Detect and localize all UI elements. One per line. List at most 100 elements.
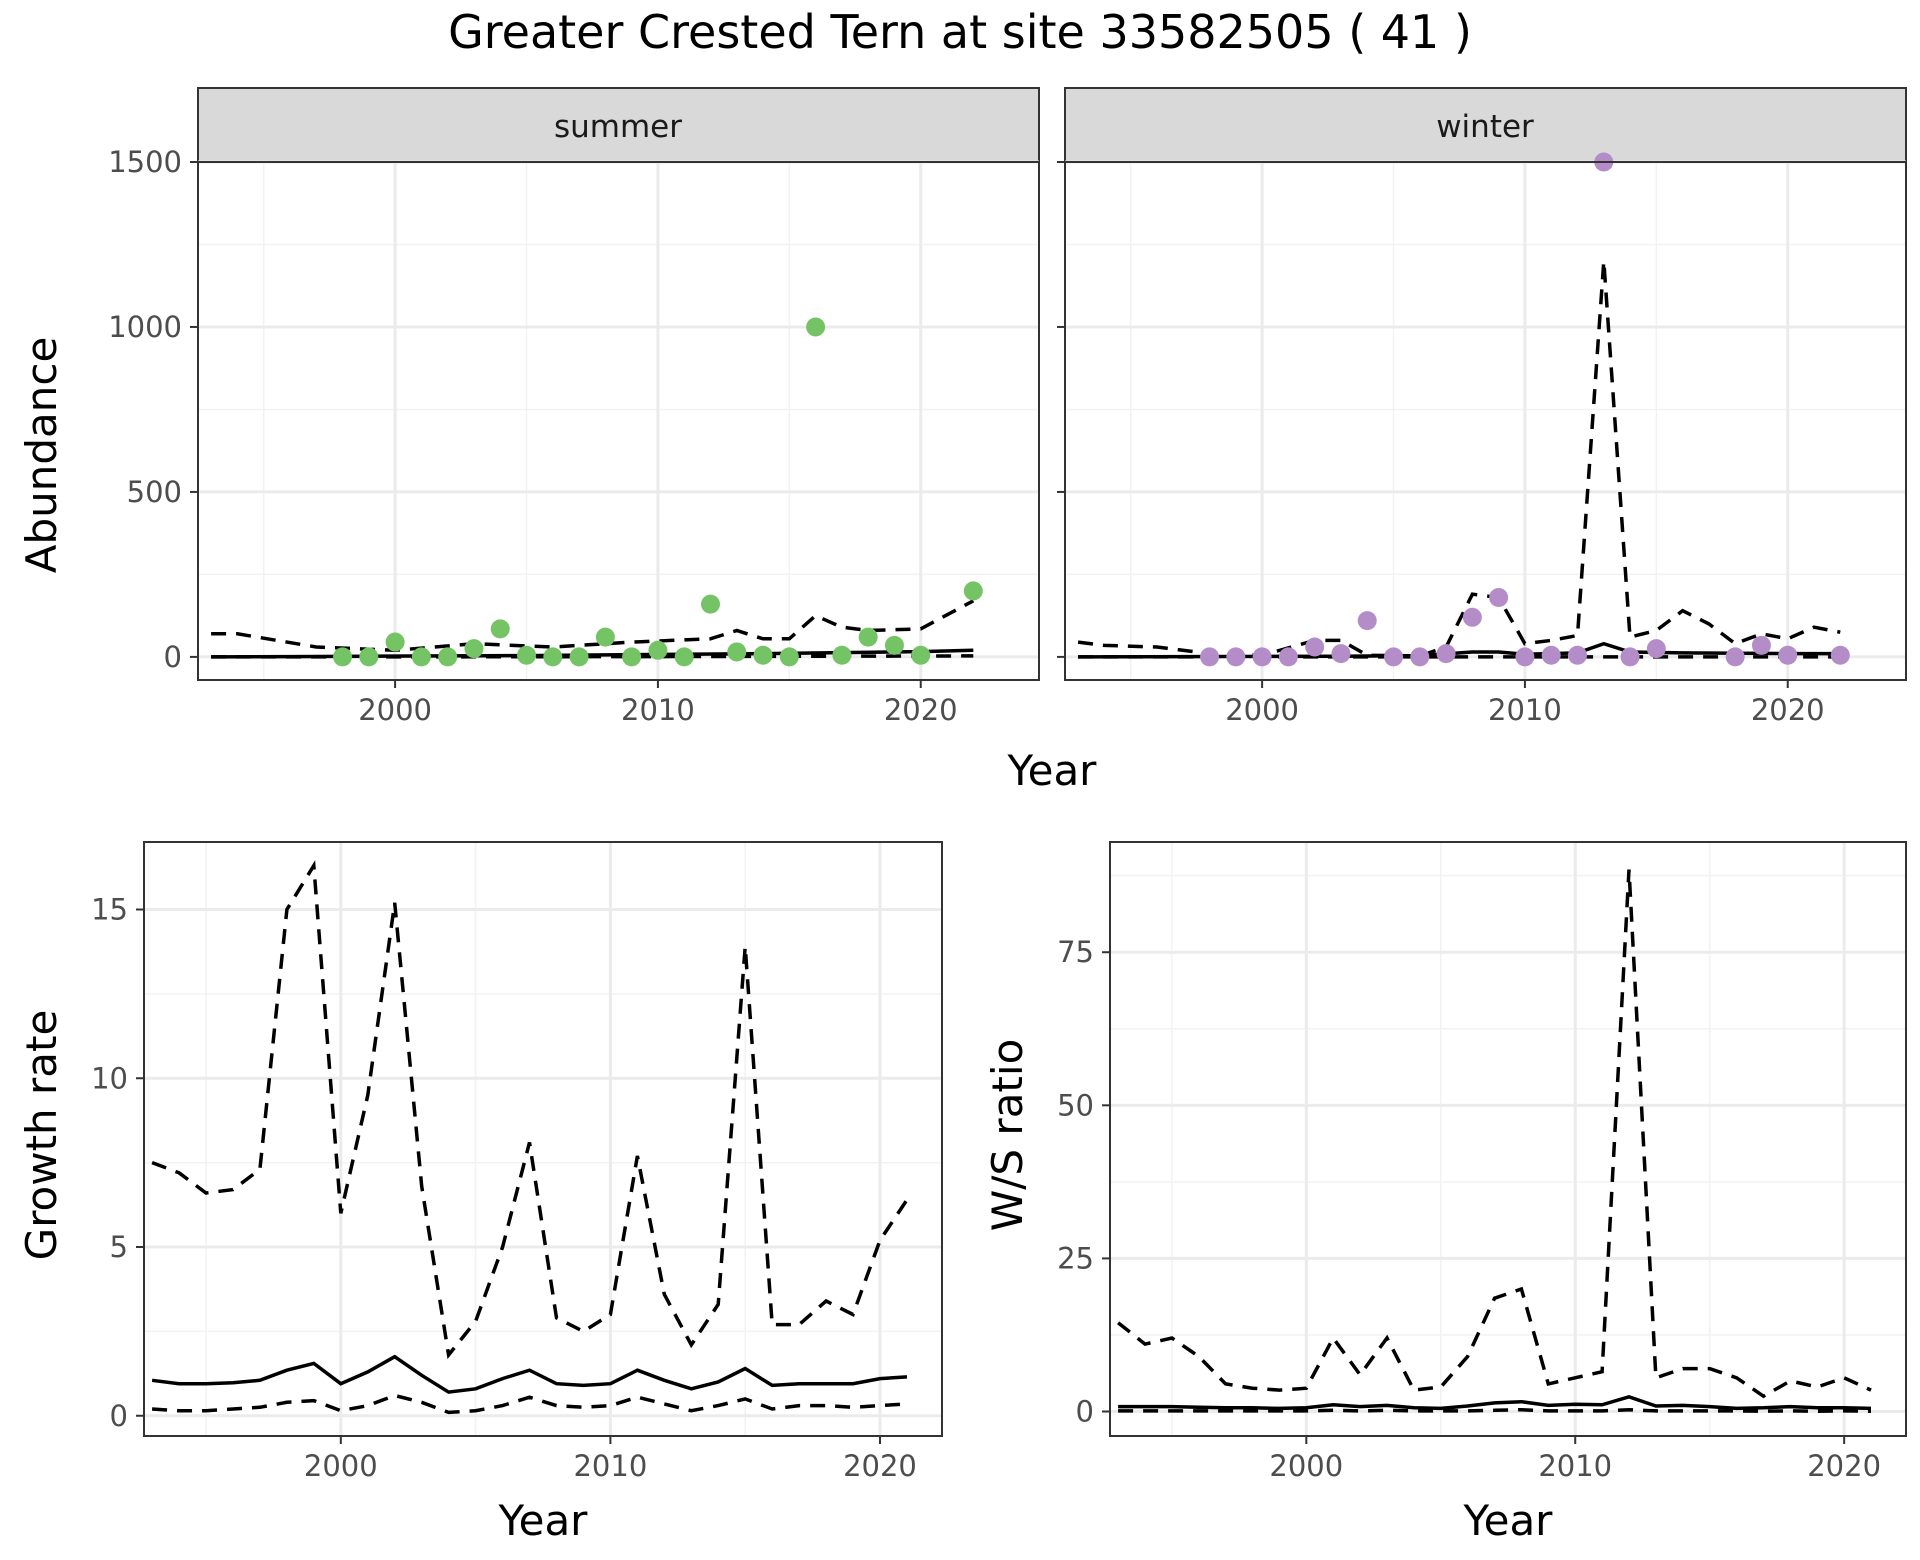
y-tick-label: 0 <box>1076 1395 1094 1429</box>
data-point <box>1226 647 1246 667</box>
y-tick-label: 500 <box>127 475 182 509</box>
data-point <box>1778 645 1798 665</box>
y-tick-label: 0 <box>110 1399 128 1433</box>
series-line-dashed-1 <box>151 860 909 1360</box>
strip-winter <box>1064 87 1907 163</box>
data-point <box>858 627 878 647</box>
series-line-dashed-2 <box>211 654 974 659</box>
x-tick-label: 2020 <box>1807 1449 1881 1483</box>
panel-border <box>143 841 943 1437</box>
data-point <box>832 645 852 665</box>
strip-summer <box>197 87 1040 163</box>
strip-label-summer: summer <box>554 109 682 145</box>
x-tick-label: 2000 <box>304 1449 378 1483</box>
y-tick-label: 5 <box>110 1230 128 1264</box>
data-point <box>753 645 773 665</box>
x-tick-label: 2000 <box>1269 1449 1343 1483</box>
data-point <box>1515 647 1535 667</box>
series-line-dashed-1 <box>1117 869 1872 1399</box>
x-tick-label: 2020 <box>884 693 958 727</box>
y-tick-label: 1000 <box>108 310 182 344</box>
data-point <box>779 647 799 667</box>
data-point <box>1646 639 1666 659</box>
x-tick-label: 2000 <box>1225 693 1299 727</box>
x-tick-label: 2020 <box>1751 693 1825 727</box>
data-point <box>1278 647 1298 667</box>
series-line-solid-0 <box>151 1354 908 1394</box>
chart-ws-ratio: 2000 2010 2020 0 25 50 75 W/S ratio Year <box>983 841 1907 1545</box>
data-point <box>464 639 484 659</box>
data-point <box>595 627 615 647</box>
data-point <box>1620 647 1640 667</box>
x-axis-title-ws-ratio: Year <box>1463 1496 1554 1545</box>
chart-abundance-summer: summer 2000 2010 2020 0 500 1000 1500 <box>108 87 1040 727</box>
data-point <box>1357 611 1377 631</box>
data-point <box>438 647 458 667</box>
data-point <box>385 632 405 652</box>
data-point <box>1725 647 1745 667</box>
series-line-solid-0 <box>1118 1394 1872 1411</box>
y-axis-title-ws-ratio: W/S ratio <box>983 1039 1032 1232</box>
data-point <box>1410 647 1430 667</box>
data-point <box>1462 607 1482 627</box>
data-point <box>1830 645 1850 665</box>
figure-title: Greater Crested Tern at site 33582505 ( … <box>448 5 1472 59</box>
strip-label-winter: winter <box>1436 109 1534 145</box>
data-point <box>1489 588 1509 608</box>
panel-border <box>197 161 1040 681</box>
data-point <box>1200 647 1220 667</box>
y-tick-label: 1500 <box>108 145 182 179</box>
data-point <box>648 640 668 660</box>
y-axis-title-growth-rate: Growth rate <box>17 1010 66 1261</box>
data-point <box>727 642 747 662</box>
x-tick-label: 2010 <box>621 693 695 727</box>
data-point <box>359 647 379 667</box>
data-point <box>1252 647 1272 667</box>
data-point <box>411 647 431 667</box>
data-point <box>963 581 983 601</box>
data-point <box>1384 647 1404 667</box>
data-point <box>569 647 589 667</box>
data-point <box>490 619 510 639</box>
series-line-dashed-1 <box>211 599 975 653</box>
plot-abundance-winter: 2000 2010 2020 <box>1057 152 1907 727</box>
y-axis-title-abundance: Abundance <box>17 337 66 574</box>
x-tick-label: 2010 <box>573 1449 647 1483</box>
plot-ws-ratio: 2000 2010 2020 0 25 50 75 <box>1057 841 1907 1483</box>
data-point <box>674 647 694 667</box>
data-point <box>1541 645 1561 665</box>
data-point <box>1331 644 1351 664</box>
x-axis-title-growth-rate: Year <box>498 1496 589 1545</box>
x-tick-label: 2000 <box>358 693 432 727</box>
panel-border <box>1064 161 1907 681</box>
plot-abundance-summer: 2000 2010 2020 0 500 1000 1500 <box>108 145 1040 727</box>
data-point <box>333 647 353 667</box>
y-tick-label: 75 <box>1057 935 1094 969</box>
series-line-dashed-2 <box>1118 1407 1872 1413</box>
data-point <box>911 645 931 665</box>
chart-abundance-winter: winter 2000 2010 2020 <box>1057 87 1907 727</box>
x-tick-label: 2010 <box>1538 1449 1612 1483</box>
data-point <box>1436 644 1456 664</box>
data-point <box>1567 645 1587 665</box>
data-point <box>1751 635 1771 655</box>
data-point <box>806 317 826 337</box>
data-point <box>517 645 537 665</box>
x-axis-title-top: Year <box>1007 746 1098 795</box>
data-point <box>1305 637 1325 657</box>
x-tick-label: 2010 <box>1488 693 1562 727</box>
x-tick-label: 2020 <box>843 1449 917 1483</box>
y-tick-label: 25 <box>1057 1241 1094 1275</box>
y-tick-label: 15 <box>91 893 128 927</box>
data-point <box>884 635 904 655</box>
series-line-dashed-2 <box>151 1393 908 1415</box>
y-tick-label: 10 <box>91 1061 128 1095</box>
data-point <box>622 647 642 667</box>
y-tick-label: 0 <box>164 640 182 674</box>
data-point <box>543 647 563 667</box>
data-point <box>700 594 720 614</box>
chart-growth-rate: 2000 2010 2020 0 5 10 15 Growth rate Year <box>17 841 943 1545</box>
plot-growth-rate: 2000 2010 2020 0 5 10 15 <box>91 841 943 1483</box>
